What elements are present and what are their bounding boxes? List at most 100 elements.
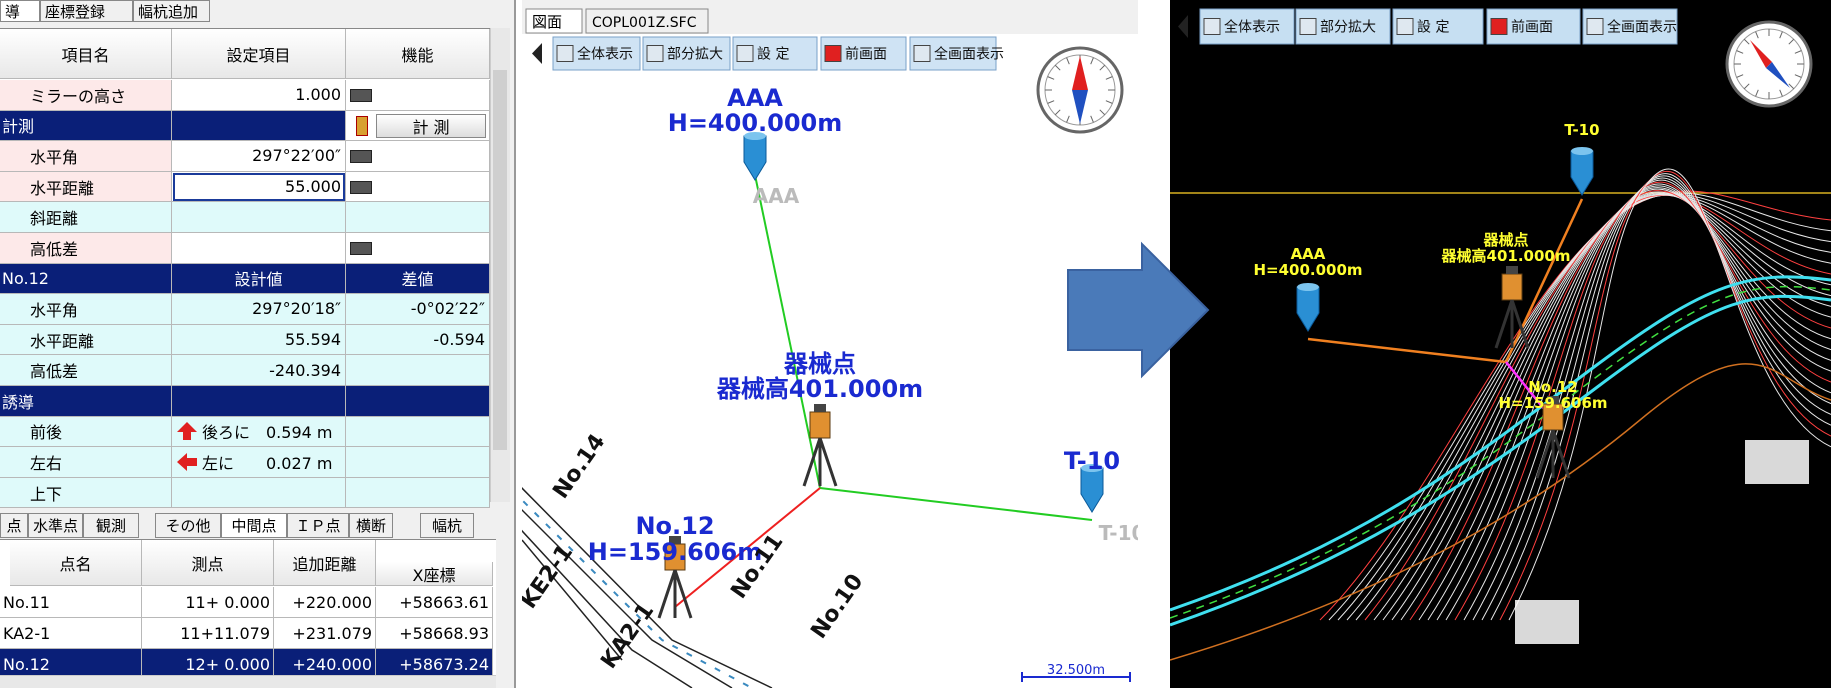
view-tab[interactable] (525, 8, 583, 34)
road-line (522, 487, 773, 688)
compass-tick (1054, 64, 1061, 71)
compass-tick (1054, 109, 1061, 116)
back-button[interactable] (532, 43, 542, 64)
guide-arrow (177, 452, 197, 471)
instrument-name: 器械点 (783, 350, 856, 378)
row-label: 左右 (0, 447, 172, 478)
row-label: 上下 (0, 477, 172, 509)
point-name: T-10 (1564, 121, 1599, 139)
compass-needle (1766, 62, 1790, 88)
sight-line (1307, 337, 1507, 364)
point-name: AAA (727, 84, 783, 112)
toolbar-label[interactable]: 前画面 (1511, 19, 1553, 36)
point-height: H=400.000m (668, 109, 843, 137)
point-name: No.12 (635, 512, 714, 540)
compass-tick (1743, 38, 1750, 45)
guide-text: 左に 0.027 m (202, 453, 333, 473)
contour-line (1508, 168, 1831, 621)
bottom-tab[interactable]: ＩＰ点 (287, 513, 349, 538)
row-label: ミラーの高さ (0, 80, 172, 111)
arrow-shape (177, 422, 197, 441)
section-label: No.12 (0, 263, 172, 295)
scroll-thumb (493, 70, 507, 450)
toolbar-icon (556, 45, 574, 62)
bottom-tab[interactable]: その他 (155, 513, 221, 538)
compass-tick (1099, 109, 1106, 116)
compass-tick (1047, 100, 1055, 104)
toolbar-label[interactable]: 部分拡大 (1320, 20, 1376, 36)
compass-needle-s (1072, 90, 1088, 124)
section-blank (346, 386, 490, 417)
sight-line (754, 174, 821, 489)
row-function (346, 355, 490, 386)
road-line (522, 539, 623, 661)
file-tab-label[interactable]: COPL001Z.SFC (592, 15, 697, 31)
toolbar-icon (1490, 18, 1508, 35)
toolbar-label[interactable]: 部分拡大 (667, 47, 723, 63)
top-tab[interactable]: 導 (0, 0, 40, 22)
point-name: AAA (1291, 245, 1326, 263)
points-cell: 11+11.079 (142, 618, 274, 649)
top-tab[interactable]: 座標登録 (40, 0, 133, 22)
keypad-icon (350, 89, 372, 102)
points-cell: +58663.61 (376, 587, 493, 618)
toolbar-label[interactable]: 全画面表示 (1607, 19, 1677, 36)
instrument-body (1501, 273, 1523, 301)
keypad-icon (350, 150, 372, 164)
toolbar-label[interactable]: 全画面表示 (934, 46, 1004, 63)
bottom-tab[interactable]: 横断 (349, 513, 393, 538)
section-label: 誘導 (0, 386, 172, 417)
bottom-tab[interactable]: 観測 (83, 513, 139, 538)
bottom-tab[interactable]: 幅杭 (420, 513, 474, 538)
function-cell: 計 測 (346, 110, 490, 142)
row-value (172, 477, 346, 509)
toolbar-label[interactable]: 全体表示 (1224, 19, 1280, 36)
toolbar-label[interactable]: 前画面 (845, 46, 887, 63)
marker-cap (744, 132, 766, 140)
keypad-icon (350, 180, 372, 194)
row-function: -0°02′22″ (346, 294, 490, 325)
survey-panel: 導座標登録 幅杭追加 項目名 設定項目 機能 ミラーの高さ 1.000 計測計 測水平角 297… (0, 0, 516, 688)
bottom-tab[interactable]: 点 (0, 513, 28, 538)
row-value: 1.000 (172, 80, 346, 111)
toolbar-label[interactable]: 設 定 (757, 47, 789, 63)
section-value: 設計値 (172, 263, 346, 295)
points-cell: No.12 (0, 649, 142, 680)
tripod-legs (657, 569, 693, 619)
file-tab[interactable] (585, 8, 709, 34)
point-height: H=400.000m (1253, 261, 1362, 279)
point-name: No.12 (1528, 378, 1577, 396)
point-height: H=159.606m (1498, 394, 1607, 412)
toolbar-label[interactable]: 設 定 (1417, 20, 1449, 36)
point-name: T-10 (1064, 447, 1120, 475)
compass-tick (1779, 31, 1783, 39)
top-tab[interactable]: 幅杭追加 (133, 0, 210, 22)
toolbar-label[interactable]: 全体表示 (577, 46, 633, 63)
compass-tick (1047, 76, 1055, 80)
row-label: 斜距離 (0, 202, 172, 233)
back-button[interactable] (1178, 15, 1188, 38)
instrument-height: 器械高401.000m (1441, 247, 1571, 265)
section-label: 計測 (0, 110, 172, 142)
drawing-view: 図面 COPL001Z.SFC 全体表示 部分拡大 設 定 前画面 全画面表示 AAAH=40… (522, 0, 1138, 688)
row-label: 高低差 (0, 355, 172, 386)
toolbar-icon (1586, 18, 1604, 35)
row-label: 水平距離 (0, 171, 172, 203)
view-tab-label[interactable]: 図面 (532, 13, 562, 31)
instrument-head (814, 404, 826, 412)
bottom-tab[interactable]: 水準点 (28, 513, 83, 538)
compass-tick (1755, 31, 1759, 39)
row-value: 55.000 (172, 171, 346, 203)
row-value (172, 233, 346, 264)
row-value: -240.394 (172, 355, 346, 386)
toolbar-icon (1396, 18, 1414, 35)
compass-tick (1755, 89, 1759, 97)
points-header: 点名 (10, 540, 142, 586)
compass-tick (1794, 50, 1802, 54)
bottom-tab[interactable]: 中間点 (221, 513, 287, 538)
row-function (346, 80, 490, 111)
measure-button[interactable]: 計 測 (376, 113, 486, 138)
marker-cap (1297, 283, 1319, 291)
